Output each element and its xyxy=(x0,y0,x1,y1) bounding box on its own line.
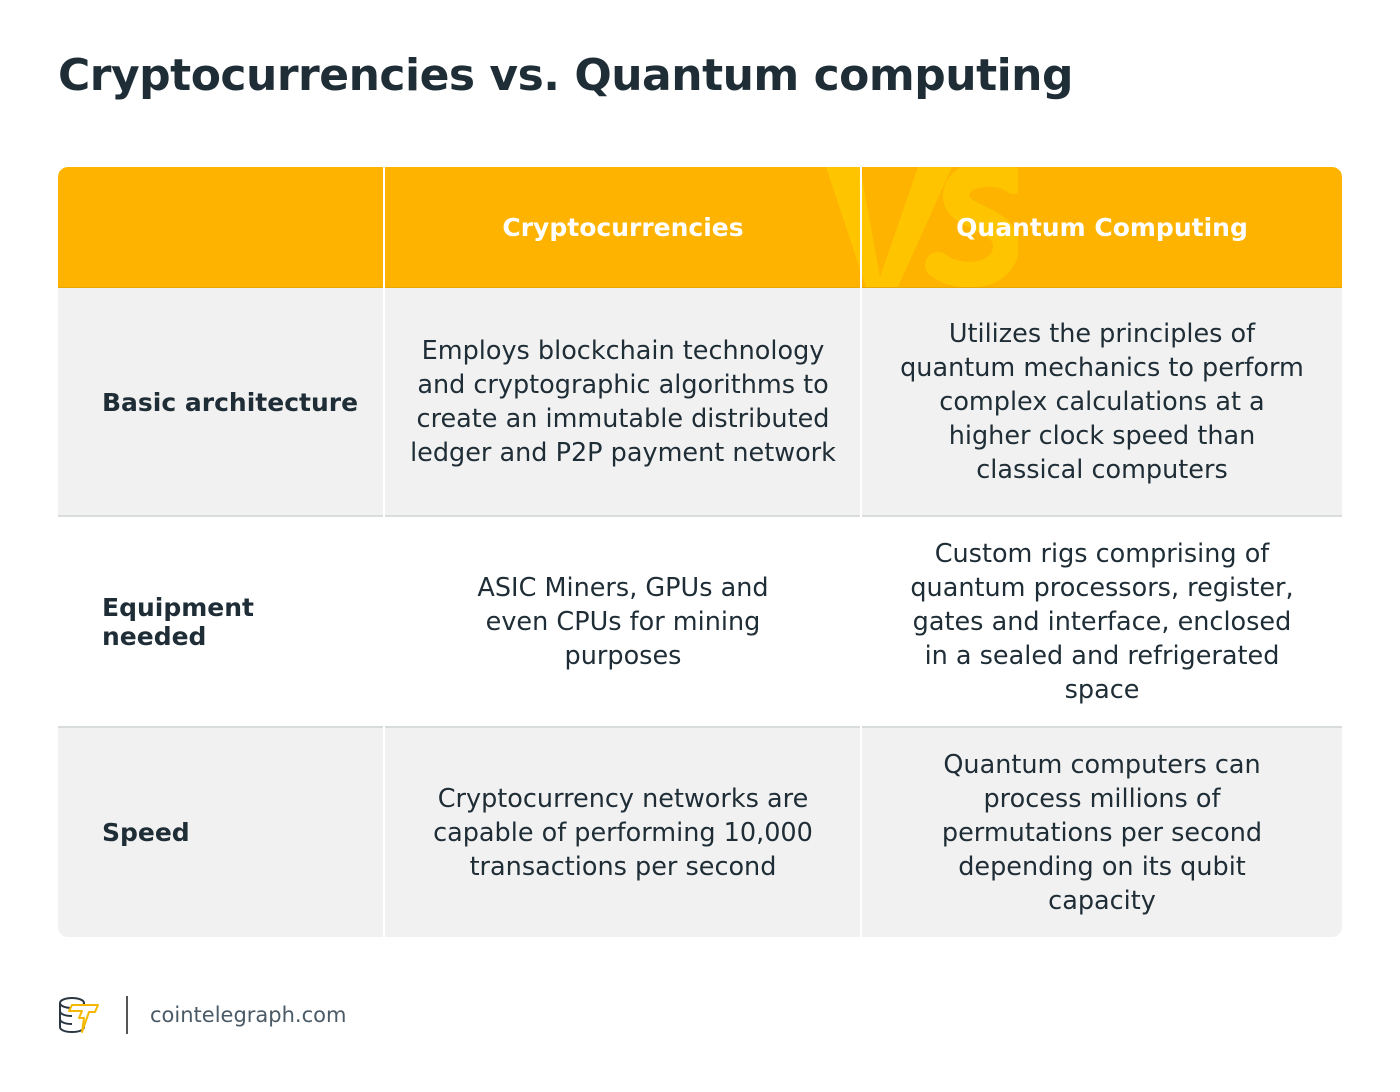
page-title: Cryptocurrencies vs. Quantum computing xyxy=(58,50,1074,101)
column-divider xyxy=(383,167,385,937)
crypto-cell: ASIC Miners, GPUs and even CPUs for mini… xyxy=(477,572,769,671)
row-label: Equipment needed xyxy=(102,592,254,651)
table-row: Speed Cryptocurrency networks are capabl… xyxy=(58,728,1342,937)
table-row: Basic architecture Employs blockchain te… xyxy=(58,288,1342,516)
header-cryptocurrencies: Cryptocurrencies xyxy=(502,212,744,242)
column-divider xyxy=(860,167,862,937)
quantum-cell: Custom rigs comprising of quantum proces… xyxy=(910,538,1294,705)
vs-watermark xyxy=(826,167,1018,287)
quantum-cell: Quantum computers can process millions o… xyxy=(941,749,1263,916)
header-empty xyxy=(58,167,384,287)
site-name: cointelegraph.com xyxy=(150,1003,347,1027)
footer-divider xyxy=(126,996,128,1034)
table-row: Equipment needed ASIC Miners, GPUs and e… xyxy=(58,517,1342,726)
quantum-cell: Utilizes the principles of quantum mecha… xyxy=(900,319,1304,485)
header-quantum-computing: Quantum Computing xyxy=(956,212,1248,242)
footer: cointelegraph.com xyxy=(58,995,346,1035)
cointelegraph-logo-icon xyxy=(59,997,99,1034)
row-label: Basic architecture xyxy=(102,387,359,417)
comparison-table: Cryptocurrencies Quantum Computing Basic… xyxy=(58,167,1342,937)
row-divider xyxy=(58,726,1342,728)
crypto-cell: Cryptocurrency networks are capable of p… xyxy=(433,783,813,882)
crypto-cell: Employs blockchain technology and crypto… xyxy=(410,336,836,468)
table-header: Cryptocurrencies Quantum Computing xyxy=(58,167,1342,289)
row-label: Speed xyxy=(102,818,190,847)
row-divider xyxy=(58,515,1342,517)
